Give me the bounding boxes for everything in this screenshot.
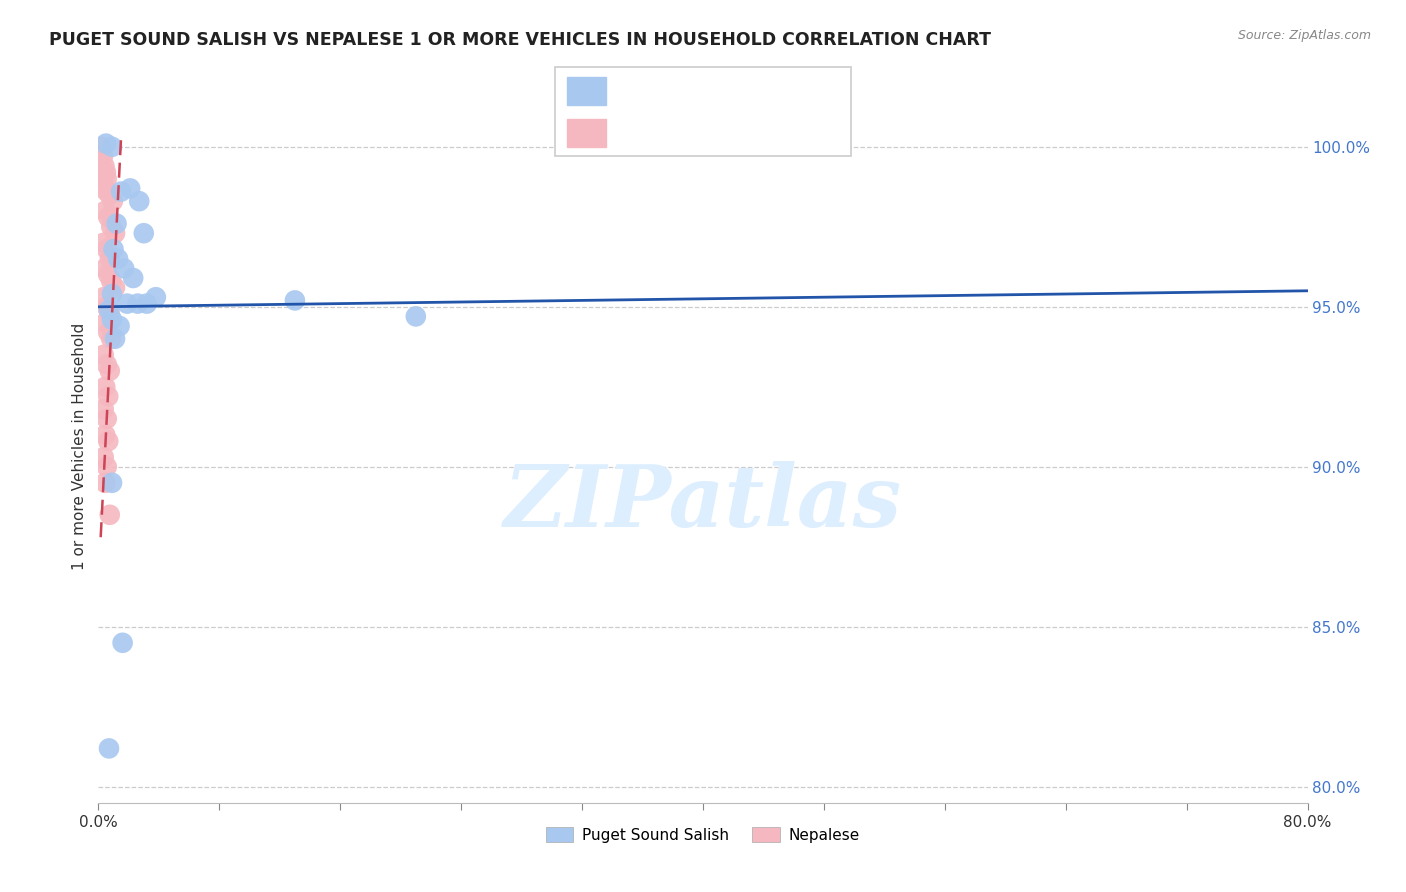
- Point: [96, 171, 118, 186]
- Point: [112, 261, 135, 276]
- Point: [93, 402, 115, 417]
- Point: [98, 741, 121, 756]
- Point: [93, 290, 115, 304]
- Point: [96, 358, 118, 372]
- Point: [284, 293, 307, 308]
- Point: [98, 364, 121, 378]
- Point: [94, 203, 117, 218]
- Point: [128, 194, 150, 209]
- Point: [122, 271, 145, 285]
- Point: [96, 300, 118, 314]
- FancyBboxPatch shape: [555, 67, 851, 156]
- Point: [96, 412, 118, 426]
- Text: ZIPatlas: ZIPatlas: [503, 461, 903, 545]
- Point: [97, 326, 120, 340]
- Point: [135, 296, 157, 310]
- Point: [98, 508, 121, 522]
- Point: [97, 389, 120, 403]
- Point: [98, 187, 121, 202]
- Point: [94, 475, 117, 490]
- Point: [101, 140, 124, 154]
- Point: [96, 242, 118, 256]
- Point: [100, 219, 122, 234]
- Point: [120, 181, 142, 195]
- Point: [94, 427, 117, 442]
- Point: [93, 178, 115, 193]
- Text: R = 0.013: R = 0.013: [617, 82, 700, 100]
- Point: [98, 306, 121, 320]
- Point: [104, 226, 127, 240]
- Point: [97, 268, 120, 282]
- Legend: Puget Sound Salish, Nepalese: Puget Sound Salish, Nepalese: [540, 821, 866, 848]
- Point: [96, 459, 118, 474]
- Point: [97, 210, 120, 224]
- Point: [111, 636, 134, 650]
- Point: [94, 380, 117, 394]
- Point: [94, 165, 117, 179]
- Point: [132, 226, 155, 240]
- Point: [110, 185, 132, 199]
- Y-axis label: 1 or more Vehicles in Household: 1 or more Vehicles in Household: [72, 322, 87, 570]
- Point: [100, 332, 122, 346]
- Point: [101, 475, 124, 490]
- Text: N = 26: N = 26: [748, 82, 806, 100]
- Point: [100, 274, 122, 288]
- Point: [98, 303, 121, 318]
- Point: [104, 332, 127, 346]
- Point: [94, 261, 117, 276]
- Point: [101, 312, 124, 326]
- Text: R = 0.453: R = 0.453: [617, 124, 700, 142]
- Point: [98, 252, 121, 266]
- Point: [96, 185, 118, 199]
- Point: [115, 296, 138, 310]
- Point: [127, 296, 149, 310]
- Point: [94, 136, 117, 151]
- Point: [93, 348, 115, 362]
- Point: [104, 280, 127, 294]
- Point: [101, 194, 124, 209]
- Point: [91, 149, 114, 163]
- Point: [93, 235, 115, 250]
- Point: [97, 434, 120, 449]
- Text: PUGET SOUND SALISH VS NEPALESE 1 OR MORE VEHICLES IN HOUSEHOLD CORRELATION CHART: PUGET SOUND SALISH VS NEPALESE 1 OR MORE…: [49, 31, 991, 49]
- Point: [107, 252, 129, 266]
- FancyBboxPatch shape: [567, 119, 606, 147]
- Point: [145, 290, 167, 304]
- Point: [90, 140, 112, 154]
- Point: [105, 217, 128, 231]
- Point: [103, 242, 125, 256]
- Point: [101, 287, 124, 301]
- Point: [93, 450, 115, 465]
- Text: N = 39: N = 39: [748, 124, 806, 142]
- FancyBboxPatch shape: [567, 77, 606, 105]
- Point: [405, 310, 427, 324]
- Point: [93, 159, 115, 173]
- Text: Source: ZipAtlas.com: Source: ZipAtlas.com: [1237, 29, 1371, 42]
- Point: [94, 316, 117, 330]
- Point: [108, 318, 131, 333]
